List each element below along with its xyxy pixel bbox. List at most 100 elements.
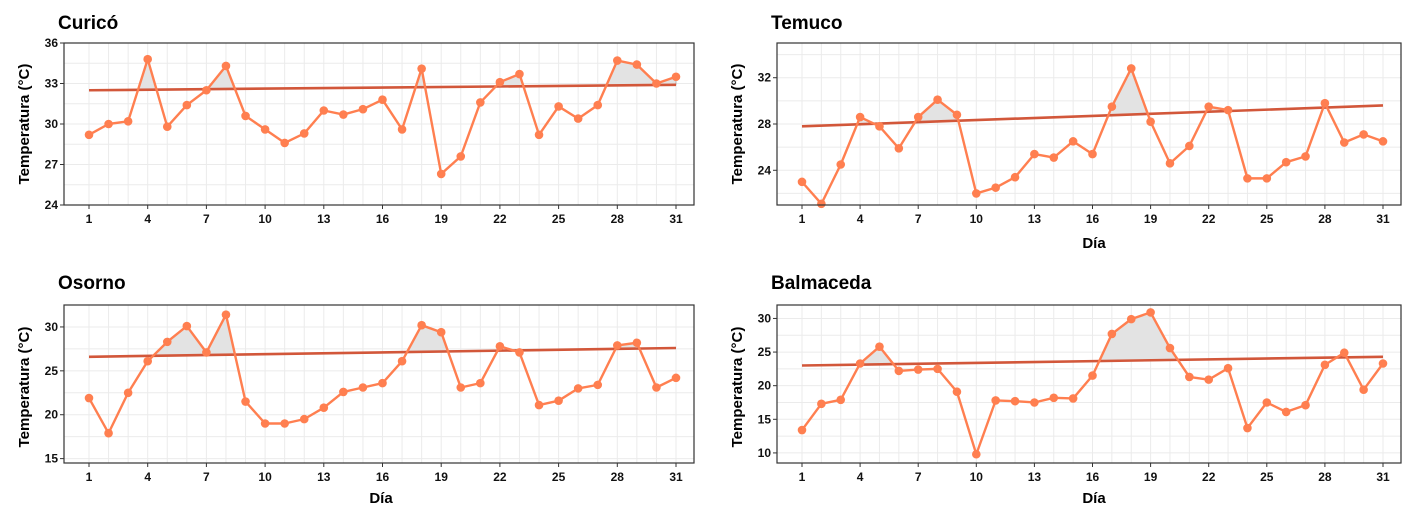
data-point xyxy=(1204,102,1213,111)
data-point xyxy=(554,396,563,405)
data-point xyxy=(554,102,563,111)
data-point xyxy=(1049,153,1059,162)
x-tick-label: 22 xyxy=(493,470,507,484)
x-tick-label: 4 xyxy=(144,212,151,226)
data-point xyxy=(319,403,329,413)
y-tick-label: 10 xyxy=(758,446,772,460)
data-point xyxy=(1088,371,1097,380)
x-tick-label: 19 xyxy=(1144,470,1158,484)
data-point xyxy=(1243,423,1252,433)
data-point xyxy=(855,112,865,122)
data-point xyxy=(797,425,807,435)
data-point xyxy=(817,399,826,409)
data-point xyxy=(104,428,113,438)
data-point xyxy=(182,321,192,331)
x-tick-label: 16 xyxy=(376,212,390,226)
data-point xyxy=(1030,149,1039,159)
data-point xyxy=(339,110,348,119)
data-point xyxy=(221,310,231,319)
data-point xyxy=(1359,385,1368,395)
x-tick-label: 22 xyxy=(1202,470,1216,484)
data-point xyxy=(123,117,133,126)
data-point xyxy=(1378,359,1388,368)
data-point xyxy=(202,348,211,357)
y-tick-label: 25 xyxy=(45,364,59,378)
panel-title: Curicó xyxy=(58,13,118,34)
panel-title: Osorno xyxy=(58,273,126,294)
data-point xyxy=(397,125,407,134)
data-point xyxy=(632,338,642,348)
data-point xyxy=(339,387,348,397)
data-point xyxy=(613,341,622,350)
data-point xyxy=(319,106,329,115)
y-tick-label: 30 xyxy=(45,320,59,334)
data-point xyxy=(894,144,904,153)
y-tick-label: 33 xyxy=(45,77,59,91)
data-point xyxy=(1068,137,1078,146)
x-tick-label: 28 xyxy=(611,470,625,484)
y-tick-label: 36 xyxy=(45,36,59,50)
data-point xyxy=(1320,98,1330,108)
data-point xyxy=(573,384,583,393)
x-tick-label: 1 xyxy=(799,470,806,484)
plot-area xyxy=(777,305,1401,463)
x-tick-label: 7 xyxy=(203,470,210,484)
data-point xyxy=(260,125,270,134)
data-point xyxy=(875,342,884,351)
y-axis-title: Temperatura (°C) xyxy=(729,64,746,185)
x-tick-label: 25 xyxy=(552,212,566,226)
data-point xyxy=(515,69,524,79)
data-point xyxy=(1262,398,1272,407)
x-tick-label: 1 xyxy=(86,212,93,226)
data-point xyxy=(495,77,505,87)
x-tick-label: 4 xyxy=(144,470,151,484)
data-point xyxy=(182,100,192,110)
data-point xyxy=(358,104,368,114)
data-point xyxy=(913,112,923,122)
y-tick-label: 32 xyxy=(758,71,772,85)
y-axis-title: Temperatura (°C) xyxy=(16,64,33,185)
x-tick-label: 31 xyxy=(1376,212,1390,226)
data-point xyxy=(1068,394,1078,403)
x-tick-label: 22 xyxy=(493,212,507,226)
data-point xyxy=(632,60,642,69)
x-tick-label: 31 xyxy=(669,470,683,484)
data-point xyxy=(952,110,962,120)
trend-line xyxy=(801,104,1384,128)
data-point xyxy=(397,356,407,366)
data-point xyxy=(894,366,904,376)
y-tick-label: 30 xyxy=(45,117,59,131)
data-point xyxy=(104,119,113,129)
x-tick-label: 16 xyxy=(1086,470,1100,484)
y-tick-label: 25 xyxy=(758,345,772,359)
x-tick-label: 31 xyxy=(1376,470,1390,484)
data-point xyxy=(436,327,446,337)
data-point xyxy=(299,414,309,424)
data-point xyxy=(1320,360,1330,370)
data-point xyxy=(241,111,250,121)
x-tick-label: 19 xyxy=(435,212,449,226)
x-tick-label: 1 xyxy=(799,212,806,226)
y-tick-label: 24 xyxy=(45,198,59,212)
data-point xyxy=(952,387,962,397)
chart-panel-osorno: Osorno Temperatura (°C) Día 15 20 25 30 1 4 7 1… xyxy=(16,273,695,507)
trend-line xyxy=(88,346,677,359)
y-tick-label: 20 xyxy=(758,379,772,393)
data-point xyxy=(1339,348,1349,358)
x-tick-label: 7 xyxy=(915,470,922,484)
x-tick-label: 28 xyxy=(1318,212,1332,226)
data-point xyxy=(573,114,583,123)
data-point xyxy=(1088,149,1097,159)
data-point xyxy=(417,64,426,73)
data-point xyxy=(1126,64,1136,73)
data-point xyxy=(991,183,1000,192)
data-point xyxy=(1301,152,1310,161)
data-point xyxy=(1223,105,1233,115)
y-axis-title: Temperatura (°C) xyxy=(729,327,746,448)
x-tick-label: 7 xyxy=(203,212,210,226)
data-point xyxy=(933,95,942,104)
plot-frame xyxy=(776,304,1402,464)
data-point xyxy=(1107,102,1117,111)
y-tick-label: 15 xyxy=(758,412,772,426)
data-point xyxy=(972,449,981,459)
